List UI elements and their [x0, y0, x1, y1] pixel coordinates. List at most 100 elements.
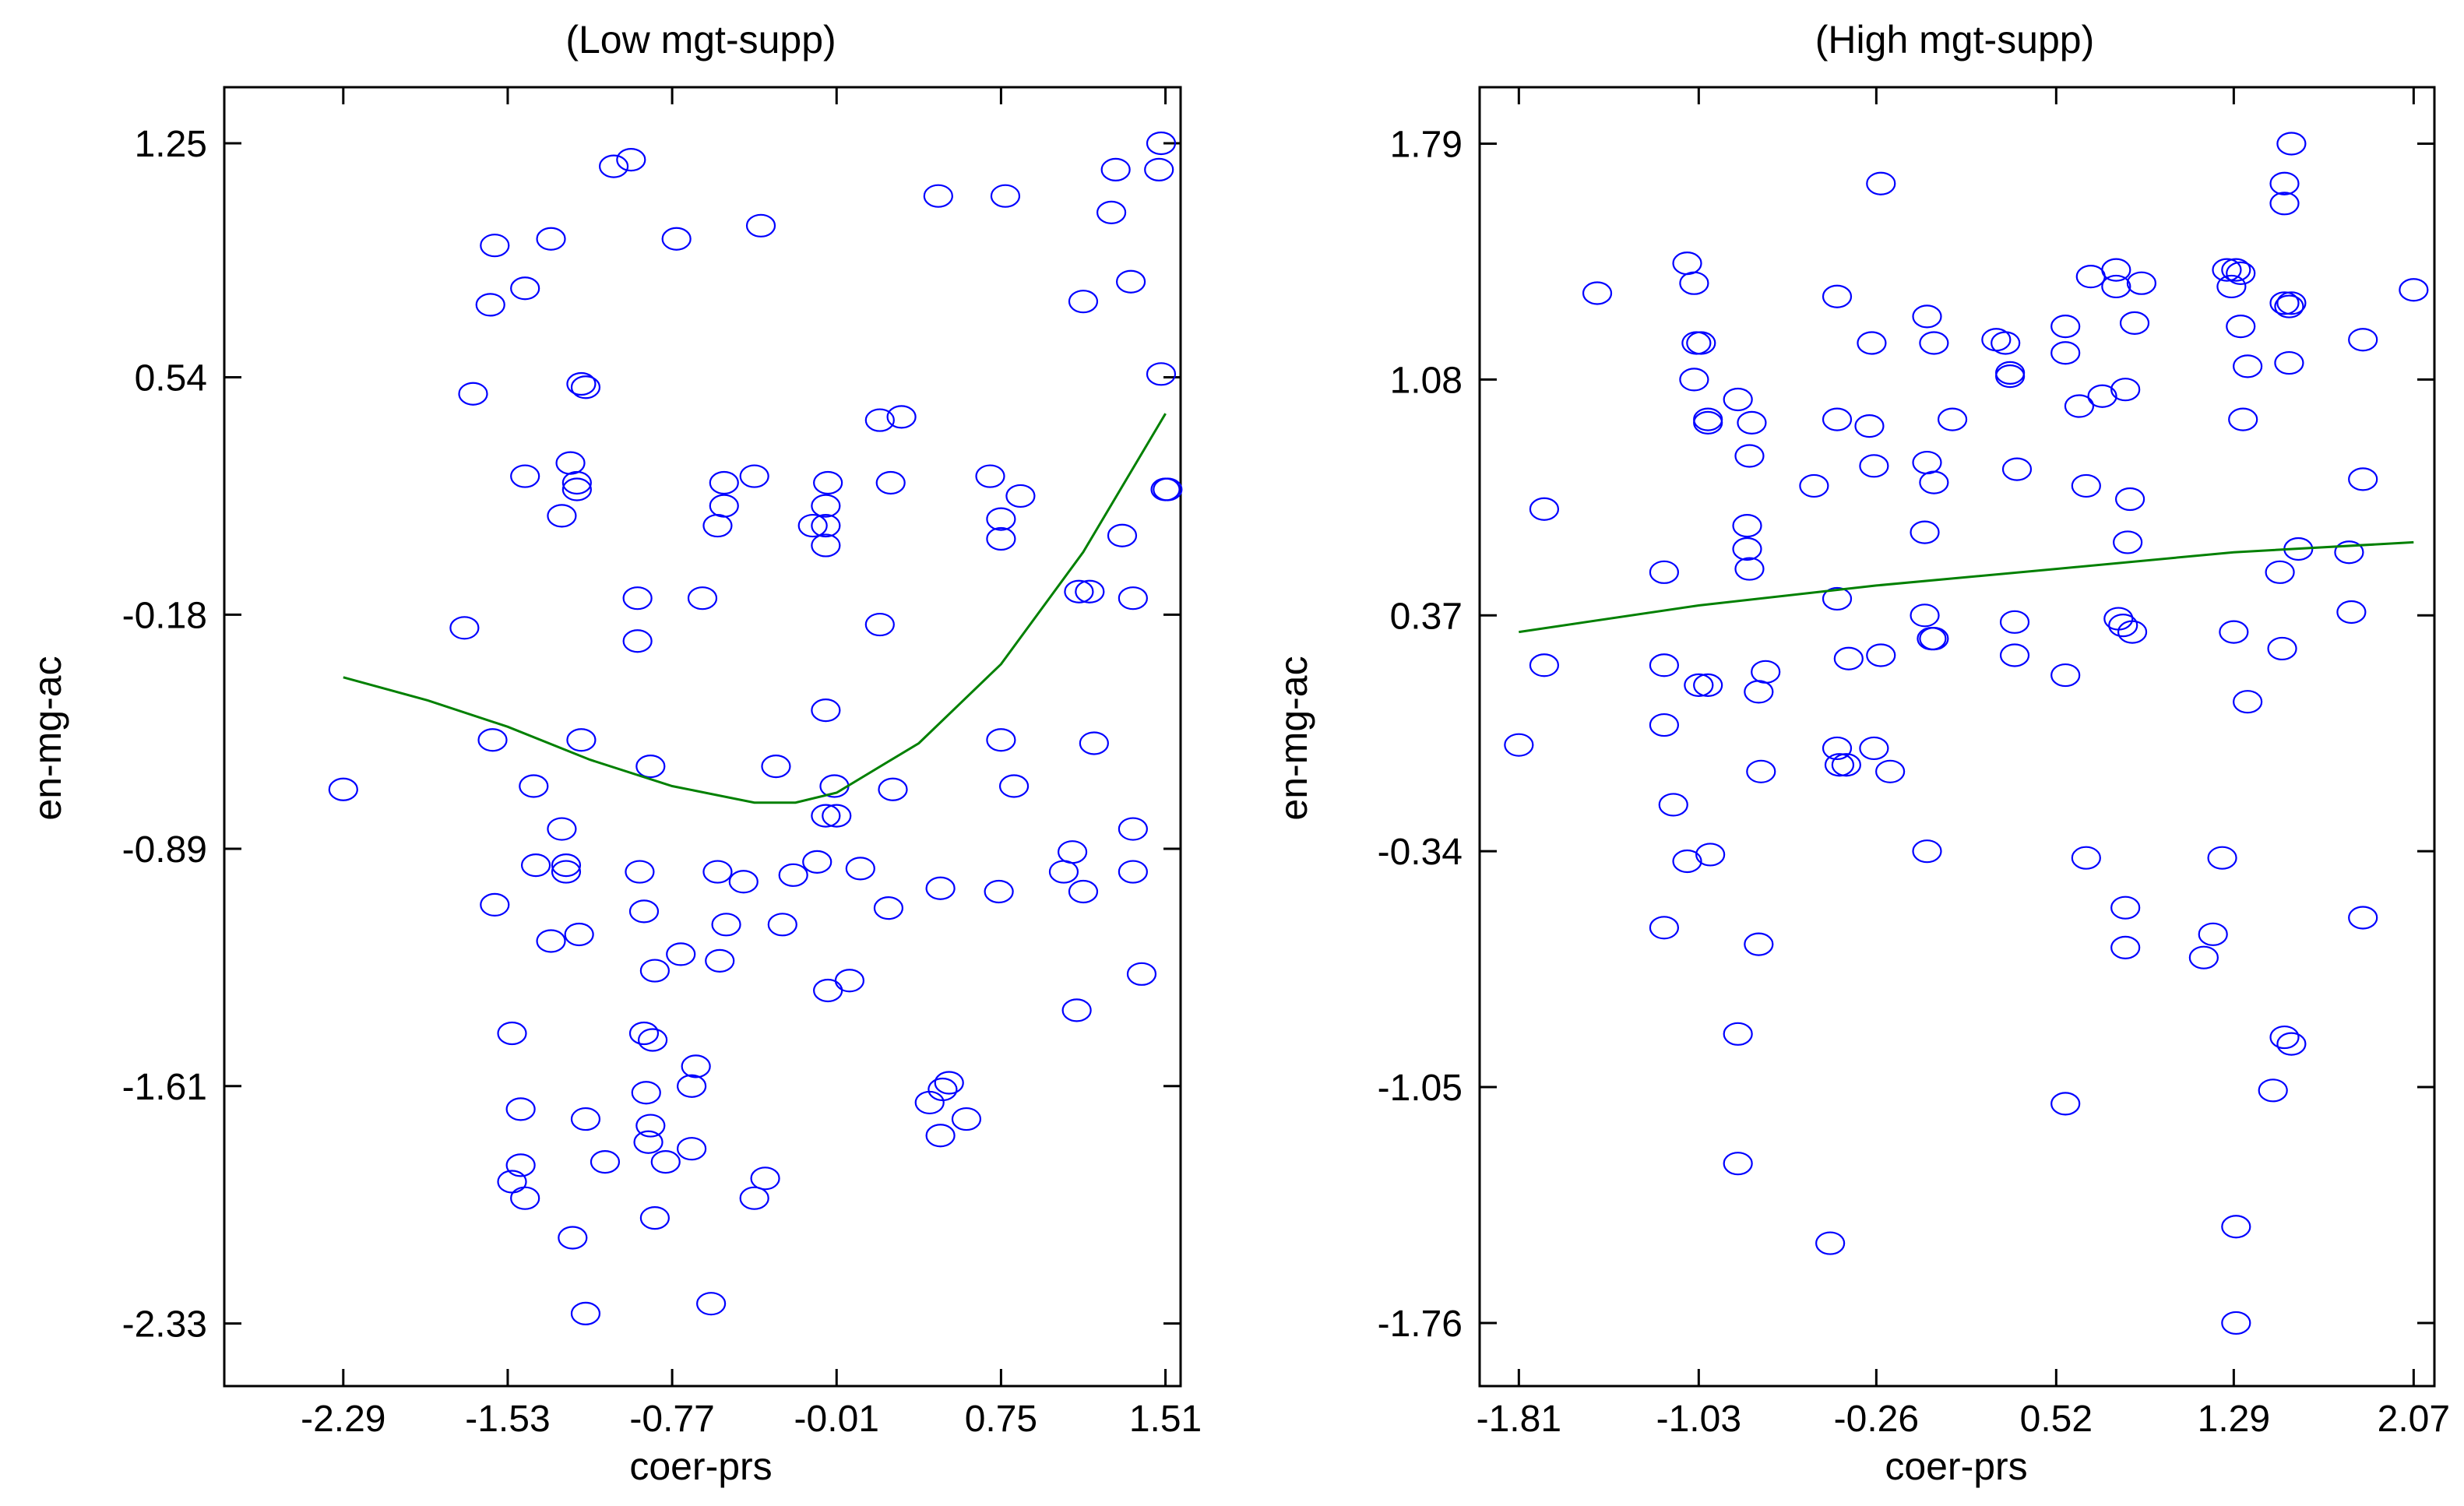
data-point — [811, 513, 841, 538]
data-point — [2226, 315, 2256, 339]
data-point — [1866, 643, 1896, 667]
data-point — [2221, 1215, 2251, 1239]
data-point — [1723, 1152, 1753, 1176]
data-point — [2348, 906, 2378, 930]
data-point — [561, 470, 592, 495]
data-point — [797, 513, 828, 538]
data-point — [2050, 315, 2081, 339]
data-point — [2071, 473, 2101, 498]
x-axis-label: coer-prs — [1885, 1444, 2027, 1488]
data-point — [2276, 132, 2307, 156]
data-point — [845, 857, 875, 881]
data-point — [2075, 265, 2106, 289]
y-tick-label: -1.76 — [1378, 1304, 1463, 1345]
data-point — [687, 586, 718, 610]
data-point — [2050, 1092, 2081, 1116]
data-point — [2221, 258, 2251, 282]
data-point — [2226, 261, 2256, 285]
data-point — [558, 1226, 588, 1250]
y-tick-label: 1.08 — [1390, 360, 1463, 401]
x-tick-labels: -2.29 -1.53 -0.77 -0.01 0.75 1.51 — [301, 87, 1202, 1440]
data-point — [778, 863, 808, 887]
data-point — [1144, 157, 1174, 181]
y-tick-label: 1.79 — [1390, 125, 1463, 166]
data-point — [666, 942, 696, 966]
data-point — [1912, 839, 1942, 864]
data-point — [925, 1124, 956, 1148]
data-point — [1912, 450, 1942, 475]
data-point — [477, 728, 508, 752]
data-point — [951, 1107, 982, 1131]
data-point — [1048, 860, 1079, 884]
data-point — [570, 1301, 601, 1325]
data-point — [2108, 613, 2138, 638]
x-tick-label: -1.81 — [1477, 1399, 1561, 1440]
data-point — [1732, 514, 1762, 538]
data-point — [811, 533, 841, 558]
data-point — [875, 470, 906, 495]
data-point — [1723, 387, 1753, 412]
data-point — [1859, 736, 1889, 761]
data-point — [711, 913, 741, 937]
data-point — [2348, 328, 2378, 352]
data-point — [1822, 736, 1853, 761]
data-point — [998, 774, 1030, 798]
data-point — [2269, 171, 2300, 195]
data-point — [1723, 1022, 1753, 1046]
data-point — [1150, 477, 1181, 501]
y-tick-label: 0.37 — [1390, 596, 1463, 637]
data-point — [873, 896, 904, 920]
data-point — [510, 276, 540, 301]
data-point — [886, 405, 917, 429]
data-point — [1118, 817, 1148, 841]
x-tick-label: -0.01 — [794, 1399, 879, 1440]
x-tick-label: 1.51 — [1129, 1399, 1202, 1440]
data-point — [1005, 484, 1036, 508]
data-point — [1799, 473, 1829, 498]
data-point — [328, 777, 358, 801]
data-point — [1824, 753, 1855, 777]
data-point — [1100, 157, 1131, 181]
data-point — [2267, 636, 2297, 661]
data-point — [2198, 922, 2228, 946]
data-point — [639, 1205, 670, 1230]
data-point — [864, 612, 895, 637]
data-point — [813, 470, 843, 495]
data-point — [1153, 477, 1183, 501]
data-point — [696, 1292, 727, 1316]
data-point — [1737, 410, 1767, 435]
x-tick-label: -2.29 — [301, 1399, 385, 1440]
data-point — [1919, 470, 1949, 494]
data-point — [1857, 331, 1887, 355]
y-tick-label: 0.54 — [135, 358, 207, 399]
data-point — [1833, 646, 1864, 670]
y-tick-label: -0.89 — [122, 829, 207, 871]
data-point — [2274, 350, 2304, 375]
y-tick-labels: 1.25 0.54 -0.18 -0.89 -1.61 -2.33 — [122, 124, 1181, 1346]
data-point — [1999, 643, 2030, 667]
data-point — [555, 451, 586, 475]
data-point — [2399, 278, 2429, 302]
fit-curve — [343, 413, 1167, 804]
data-point — [1693, 410, 1723, 435]
data-point — [702, 513, 733, 538]
data-point — [564, 922, 594, 947]
data-point — [1875, 759, 1906, 783]
data-point — [928, 1077, 958, 1102]
data-point — [705, 948, 735, 973]
data-point — [811, 804, 841, 828]
y-tick-labels: 1.79 1.08 0.37 -0.34 -1.05 -1.76 — [1378, 125, 2434, 1345]
data-point — [1684, 673, 1714, 697]
data-point — [2101, 258, 2131, 282]
data-point — [635, 1114, 666, 1138]
data-point — [633, 1130, 664, 1154]
data-point — [1693, 673, 1723, 697]
x-axis-label: coer-prs — [629, 1444, 772, 1488]
data-point — [1679, 368, 1709, 392]
data-point — [1096, 200, 1127, 224]
data-point — [2115, 487, 2145, 512]
data-point — [1107, 523, 1138, 547]
x-tick-label: 1.29 — [2198, 1399, 2270, 1440]
data-point — [551, 860, 582, 884]
data-point — [934, 1071, 964, 1095]
